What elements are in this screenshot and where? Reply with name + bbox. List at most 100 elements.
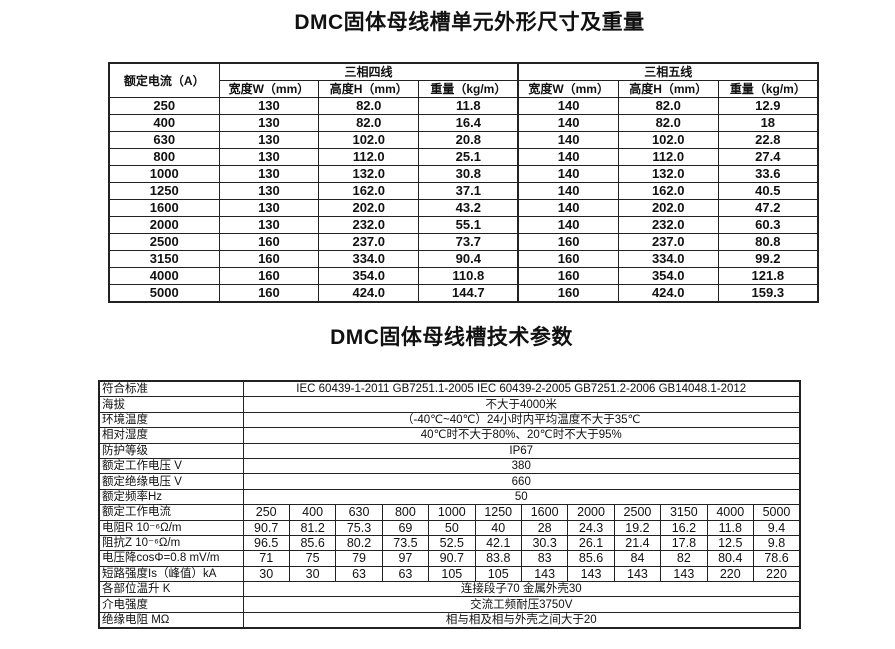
parameter-label: 短路强度Is（峰值）kA [98, 565, 244, 583]
parameter-label: 环境温度 [98, 411, 244, 429]
group-header-4wire: 三相四线 [218, 62, 519, 81]
rated-current-cell: 800 [108, 148, 220, 166]
value-cell: 112.0 [318, 148, 420, 166]
value-cell: 40.5 [717, 182, 819, 200]
rated-current-header: 额定电流（A） [108, 62, 220, 98]
rated-current-cell: 2500 [108, 233, 220, 251]
value-cell: 130 [218, 182, 320, 200]
value-cell: 800 [381, 504, 430, 521]
value-cell: 202.0 [617, 199, 719, 217]
column-header: 高度H（mm） [318, 80, 420, 98]
value-cell: 160 [218, 250, 320, 268]
value-cell: 80.8 [717, 233, 819, 251]
value-cell: 143 [567, 565, 615, 583]
value-cell: 132.0 [617, 165, 719, 183]
value-cell: 162.0 [617, 182, 719, 200]
value-cell: 140 [517, 97, 619, 115]
value-cell: 78.6 [752, 550, 801, 567]
value-cell: 105 [428, 565, 476, 583]
value-cell: 27.4 [717, 148, 819, 166]
value-cell: 24.3 [567, 519, 615, 536]
parameter-label: 电阻R 10⁻⁶Ω/m [98, 519, 244, 536]
parameter-label: 符合标准 [98, 380, 244, 398]
value-cell: 140 [517, 182, 619, 200]
rated-current-cell: 1250 [108, 182, 220, 200]
value-cell: 90.7 [428, 550, 476, 567]
value-cell: 80.2 [335, 534, 383, 552]
table1-title: DMC固体母线槽单元外形尺寸及重量 [294, 11, 645, 34]
table-row: 电压降cosΦ=0.8 mV/m 71 75 79 97 90.7 83.8 83 85.6 84… [98, 550, 801, 567]
value-cell: 220 [706, 565, 754, 583]
value-cell: 99.2 [717, 250, 819, 268]
value-cell: 63 [381, 565, 430, 583]
value-cell: 82.0 [318, 114, 420, 132]
parameter-value: IP67 [242, 442, 801, 459]
value-cell: 424.0 [617, 284, 719, 303]
value-cell: 80.4 [706, 550, 754, 567]
parameter-value: 40℃时不大于80%、20℃时不大于95% [242, 427, 801, 444]
table-row: 额定工作电压 V 380 [98, 457, 801, 475]
value-cell: 26.1 [567, 534, 615, 552]
value-cell: 4000 [706, 504, 754, 521]
value-cell: 250 [242, 504, 290, 521]
parameter-label: 额定频率Hz [98, 488, 244, 506]
value-cell: 20.8 [418, 131, 519, 149]
value-cell: 37.1 [418, 182, 519, 200]
value-cell: 160 [218, 284, 320, 303]
parameter-value: 相与相及相与外壳之间大于20 [242, 611, 801, 629]
value-cell: 2000 [567, 504, 615, 521]
value-cell: 83 [520, 550, 569, 567]
value-cell: 110.8 [418, 267, 519, 285]
parameter-value: IEC 60439-1-2011 GB7251.1-2005 IEC 60439… [242, 380, 801, 398]
value-cell: 71 [242, 550, 290, 567]
rated-current-cell: 2000 [108, 216, 220, 234]
table-row: 海拔 不大于4000米 [98, 396, 801, 413]
value-cell: 130 [218, 165, 320, 183]
value-cell: 82.0 [318, 97, 420, 115]
value-cell: 130 [218, 216, 320, 234]
value-cell: 30.3 [520, 534, 569, 552]
value-cell: 83.8 [474, 550, 522, 567]
table-row: 额定工作电流 250 400 630 800 1000 1250 1600 2000 2500 31… [98, 504, 801, 521]
table-row: 介电强度 交流工频耐压3750V [98, 596, 801, 613]
parameter-label: 相对湿度 [98, 427, 244, 444]
value-cell: 132.0 [318, 165, 420, 183]
table-row: 绝缘电阻 MΩ 相与相及相与外壳之间大于20 [98, 611, 801, 629]
value-cell: 17.8 [660, 534, 708, 552]
table-row: 4000 160 354.0 110.8 160 354.0 121.8 [108, 267, 819, 285]
value-cell: 30 [288, 565, 337, 583]
value-cell: 1600 [520, 504, 569, 521]
rated-current-cell: 3150 [108, 250, 220, 268]
value-cell: 55.1 [418, 216, 519, 234]
parameter-value: 不大于4000米 [242, 396, 801, 413]
table-row: 5000 160 424.0 144.7 160 424.0 159.3 [108, 284, 819, 303]
value-cell: 30.8 [418, 165, 519, 183]
table-row: 符合标准 IEC 60439-1-2011 GB7251.1-2005 IEC 6… [98, 380, 801, 398]
value-cell: 5000 [752, 504, 801, 521]
value-cell: 9.8 [752, 534, 801, 552]
value-cell: 220 [752, 565, 801, 583]
value-cell: 160 [218, 267, 320, 285]
value-cell: 102.0 [617, 131, 719, 149]
value-cell: 42.1 [474, 534, 522, 552]
value-cell: 143 [613, 565, 662, 583]
value-cell: 90.4 [418, 250, 519, 268]
value-cell: 18 [717, 114, 819, 132]
value-cell: 130 [218, 148, 320, 166]
value-cell: 9.4 [752, 519, 801, 536]
value-cell: 82.0 [617, 97, 719, 115]
parameter-label: 海拔 [98, 396, 244, 413]
value-cell: 82 [660, 550, 708, 567]
value-cell: 81.2 [288, 519, 337, 536]
value-cell: 334.0 [318, 250, 420, 268]
value-cell: 43.2 [418, 199, 519, 217]
rated-current-cell: 400 [108, 114, 220, 132]
rated-current-cell: 5000 [108, 284, 220, 303]
value-cell: 47.2 [717, 199, 819, 217]
value-cell: 22.8 [717, 131, 819, 149]
table-row: 2000 130 232.0 55.1 140 232.0 60.3 [108, 216, 819, 234]
value-cell: 237.0 [617, 233, 719, 251]
value-cell: 90.7 [242, 519, 290, 536]
parameter-value: 50 [242, 488, 801, 506]
value-cell: 143 [660, 565, 708, 583]
